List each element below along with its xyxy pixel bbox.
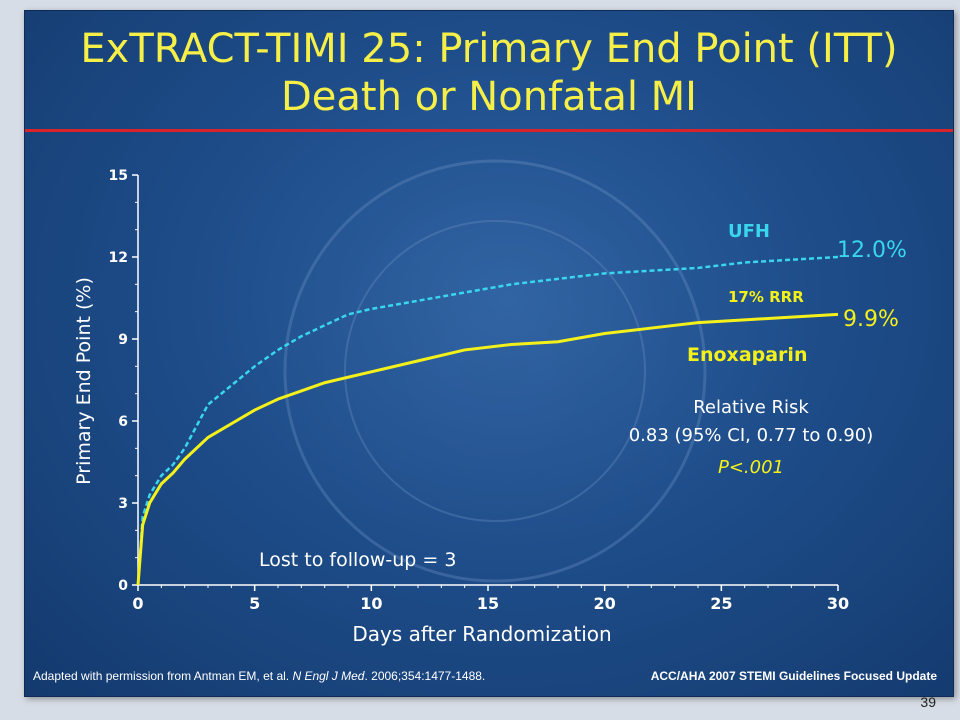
- page-number: 39: [920, 694, 936, 710]
- y-tick-label: 0: [118, 578, 128, 594]
- x-tick-label: 30: [827, 594, 849, 613]
- citation-suffix: . 2006;354:1477-1488.: [364, 669, 486, 683]
- x-tick-label: 10: [360, 594, 382, 613]
- acc-foundation-seal-watermark: [283, 159, 707, 583]
- x-axis-label: Days after Randomization: [352, 622, 611, 646]
- series-label-ufh: UFH: [728, 221, 770, 242]
- p-value: P<.001: [718, 457, 784, 478]
- y-tick-label: 6: [118, 414, 128, 430]
- lost-to-follow-up-note: Lost to follow-up = 3: [259, 549, 456, 571]
- x-tick-label: 15: [477, 594, 499, 613]
- title-line-2: Death or Nonfatal MI: [281, 74, 697, 120]
- citation-journal: N Engl J Med: [292, 669, 365, 683]
- x-tick-label: 25: [710, 594, 732, 613]
- y-tick-label: 9: [118, 332, 128, 348]
- slide-title: ExTRACT-TIMI 25: Primary End Point (ITT)…: [25, 25, 953, 121]
- x-tick-label: 20: [594, 594, 616, 613]
- series-end-value-ufh: 12.0%: [837, 238, 907, 263]
- citation-footnote: Adapted with permission from Antman EM, …: [33, 669, 485, 683]
- slide: ExTRACT-TIMI 25: Primary End Point (ITT)…: [24, 10, 954, 697]
- relative-risk-value: 0.83 (95% CI, 0.77 to 0.90): [629, 425, 874, 446]
- title-line-1: ExTRACT-TIMI 25: Primary End Point (ITT): [80, 26, 898, 72]
- rrr-label: 17% RRR: [728, 288, 804, 306]
- series-line-enoxaparin: [136, 312, 839, 586]
- y-axis-ticks: 0 3 6 9 12 15: [109, 168, 138, 594]
- title-divider: [25, 129, 953, 132]
- x-axis-ticks: 0 5 10 15 20 25 30: [132, 585, 849, 613]
- citation-prefix: Adapted with permission from Antman EM, …: [33, 669, 293, 683]
- y-axis-label: Primary End Point (%): [73, 277, 95, 485]
- x-tick-label: 5: [249, 594, 260, 613]
- relative-risk-label: Relative Risk: [693, 397, 809, 418]
- x-tick-label: 0: [132, 594, 143, 613]
- series-label-enoxaparin: Enoxaparin: [687, 344, 807, 366]
- y-tick-label: 3: [118, 496, 128, 512]
- y-tick-label: 12: [109, 250, 128, 266]
- kaplan-meier-chart: 0 3 6 9 12 15 0 5 10 15 20 25 30 Primary End Point …: [73, 159, 907, 646]
- y-tick-label: 15: [109, 168, 128, 184]
- series-line-ufh: [136, 255, 839, 586]
- series-end-value-enoxaparin: 9.9%: [843, 307, 899, 332]
- guideline-footer: ACC/AHA 2007 STEMI Guidelines Focused Up…: [650, 669, 937, 683]
